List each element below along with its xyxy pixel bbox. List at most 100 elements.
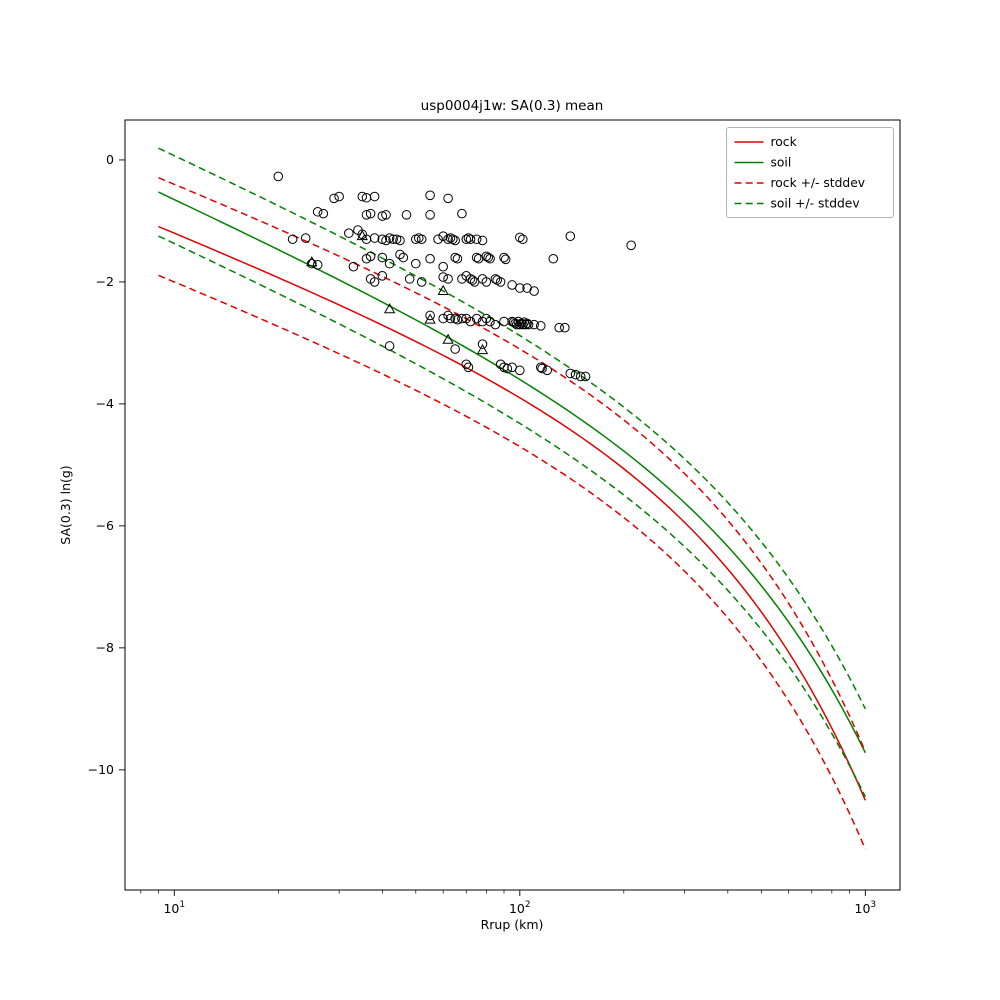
scatter-circle bbox=[535, 321, 546, 331]
scatter-circle bbox=[438, 313, 448, 324]
scatter-circle bbox=[416, 277, 427, 287]
scatter-circle bbox=[499, 316, 509, 327]
scatter-circle bbox=[463, 362, 474, 373]
scatter-triangle bbox=[437, 284, 449, 295]
scatter-triangle bbox=[424, 313, 436, 324]
scatter-circle bbox=[318, 208, 329, 219]
scatter-triangle bbox=[356, 229, 368, 241]
scatter-circle bbox=[452, 253, 463, 264]
legend-box bbox=[726, 127, 894, 218]
scatter-circle bbox=[500, 254, 511, 265]
scatter-circle bbox=[548, 253, 559, 264]
scatter-circle bbox=[348, 261, 359, 272]
scatter-triangle bbox=[306, 256, 318, 267]
scatter-circle bbox=[450, 313, 460, 324]
scatter-circle bbox=[535, 362, 546, 373]
scatter-circle bbox=[461, 359, 472, 370]
y-axis-label: SA(0.3) ln(g) bbox=[58, 465, 73, 544]
y-tick-label: −6 bbox=[96, 518, 114, 533]
scatter-circle bbox=[450, 252, 460, 263]
legend-label: rock +/- stddev bbox=[771, 176, 866, 190]
scatter-circle bbox=[381, 210, 391, 220]
legend-label: soil bbox=[771, 156, 792, 170]
scatter-circle bbox=[529, 319, 539, 330]
scatter-circle bbox=[369, 191, 380, 202]
scatter-circle bbox=[388, 234, 398, 245]
scatter-circle bbox=[357, 191, 368, 202]
scatter-circle bbox=[457, 208, 467, 219]
scatter-circle bbox=[369, 277, 380, 287]
scatter-circle bbox=[377, 252, 388, 263]
scatter-circle bbox=[457, 313, 467, 324]
x-tick-label: 103 bbox=[855, 900, 877, 916]
scatter-circle bbox=[450, 344, 460, 354]
scatter-circle bbox=[395, 249, 405, 260]
scatter-circle bbox=[485, 316, 495, 327]
scatter-circle bbox=[471, 252, 482, 263]
scatter-circle bbox=[471, 313, 482, 324]
scatter-triangle bbox=[383, 303, 396, 314]
scatter-circle bbox=[306, 258, 317, 269]
scatter-circle bbox=[522, 318, 532, 329]
scatter-circle bbox=[273, 171, 284, 182]
scatter-circle bbox=[416, 234, 427, 245]
scatter-circle bbox=[384, 258, 395, 269]
y-tick-label: −8 bbox=[96, 640, 114, 655]
scatter-circle bbox=[515, 232, 525, 243]
scatter-circle bbox=[495, 359, 506, 370]
scatter-triangle bbox=[442, 333, 454, 344]
scatter-circle bbox=[510, 318, 521, 329]
chart-title: usp0004j1w: SA(0.3) mean bbox=[421, 98, 604, 114]
scatter-circle bbox=[377, 234, 388, 245]
scatter-circle bbox=[490, 274, 501, 284]
scatter-circle bbox=[461, 234, 472, 245]
scatter-circle bbox=[495, 277, 506, 287]
legend: rock soil rock +/- stddev soil +/- stddev bbox=[726, 127, 894, 218]
scatter-circle bbox=[499, 252, 509, 263]
scatter-circle bbox=[529, 286, 539, 296]
plot-layer: 101 102 103 0 −2 −4 −6 −8 −10 bbox=[88, 147, 877, 916]
y-tick-label: −2 bbox=[96, 274, 114, 289]
scatter-circle bbox=[448, 234, 458, 245]
scatter-circle bbox=[523, 319, 534, 330]
scatter-circle bbox=[565, 231, 576, 241]
y-tick-label: −4 bbox=[96, 396, 114, 411]
scatter-circle bbox=[443, 193, 453, 204]
scatter-circle bbox=[443, 274, 453, 284]
scatter-circle bbox=[384, 341, 395, 351]
scatter-circle bbox=[425, 190, 435, 201]
scatter-circle bbox=[312, 206, 323, 217]
scatter-circle bbox=[565, 368, 576, 379]
scatter-circle bbox=[344, 228, 354, 238]
scatter-circle bbox=[477, 339, 488, 349]
scatter-circle bbox=[411, 258, 421, 269]
scatter-circle bbox=[481, 277, 492, 287]
curve-soil-plus bbox=[158, 147, 866, 710]
scatter-circle bbox=[560, 322, 570, 333]
scatter-circle bbox=[517, 234, 528, 245]
curve-soil-minus bbox=[158, 235, 866, 798]
scatter-circle bbox=[471, 234, 482, 245]
scatter-circle bbox=[570, 369, 581, 380]
scatter-circle bbox=[425, 210, 435, 220]
scatter-circle bbox=[377, 211, 388, 221]
scatter-circle bbox=[445, 233, 456, 243]
scatter-circle bbox=[438, 261, 448, 272]
scatter-circle bbox=[542, 365, 552, 376]
scatter-circle bbox=[438, 272, 448, 282]
scatter-circle bbox=[517, 319, 528, 330]
x-tick-label: 101 bbox=[163, 900, 185, 916]
scatter-circle bbox=[490, 319, 501, 330]
scatter-circle bbox=[365, 208, 376, 219]
scatter-circle bbox=[395, 235, 405, 246]
scatter-circle bbox=[404, 274, 415, 284]
y-tick-label: 0 bbox=[106, 152, 114, 167]
curve-soil bbox=[158, 191, 866, 754]
scatter-circle bbox=[467, 275, 478, 285]
scatter-circle bbox=[465, 316, 476, 327]
legend-label: rock bbox=[771, 135, 798, 149]
scatter-circle bbox=[401, 210, 412, 220]
scatter-circle bbox=[515, 283, 525, 293]
